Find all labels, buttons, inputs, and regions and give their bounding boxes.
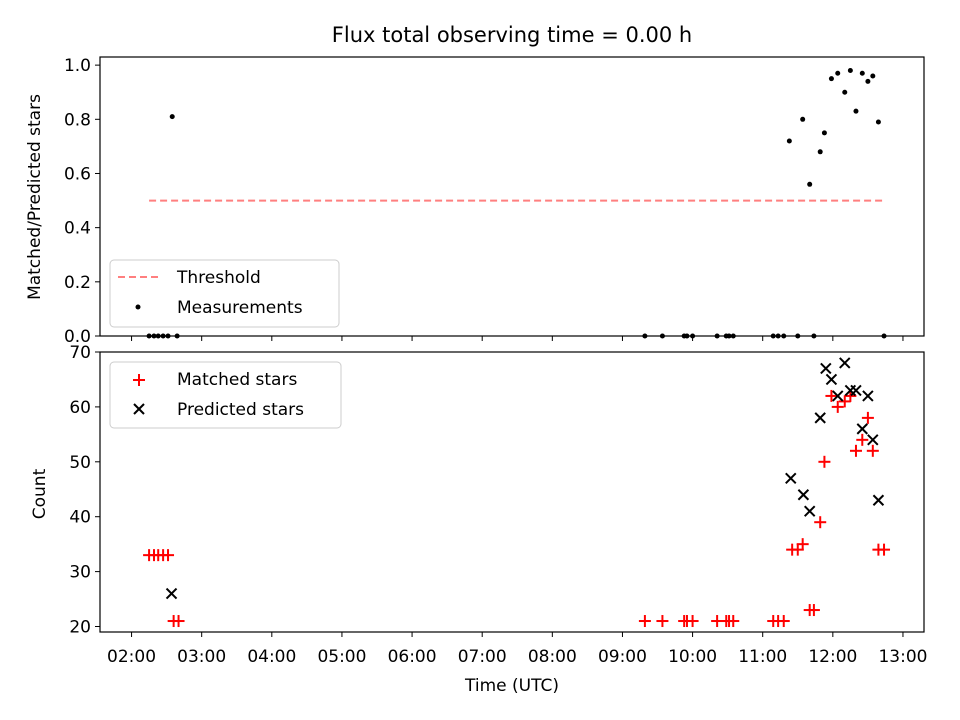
- matched-stars-point: [838, 395, 851, 408]
- threshold-legend-label: Threshold: [176, 268, 261, 288]
- count-panel-legend: Matched stars Predicted stars: [109, 361, 342, 429]
- matched-stars-point: [638, 615, 651, 628]
- figure-title: Flux total observing time = 0.00 h: [332, 23, 692, 47]
- predicted-stars-point: [850, 384, 862, 397]
- matched-stars-point: [796, 538, 809, 551]
- ratio-ytick-label: 0.6: [64, 164, 91, 184]
- matched-stars-point: [831, 400, 844, 413]
- count-ytick-label: 40: [69, 508, 91, 528]
- measurements-point: [875, 119, 881, 125]
- measurements-point: [865, 78, 871, 84]
- measurements-point: [870, 73, 876, 79]
- x-tick-label: 03:00: [177, 647, 226, 667]
- ratio-panel-ticks: 0.0 0.2 0.4 0.6 0.8 1.0: [64, 56, 904, 347]
- predicted-stars-point: [785, 472, 797, 484]
- count-legend-box: [109, 361, 342, 429]
- measurements-point: [828, 76, 834, 82]
- predicted-stars-point: [825, 373, 838, 386]
- predicted-stars-legend-swatch: [133, 403, 145, 415]
- ratio-ytick-label: 1.0: [64, 56, 91, 76]
- predicted-stars-point: [797, 489, 810, 501]
- x-tick-label: 02:00: [107, 647, 156, 667]
- measurements-point: [786, 138, 792, 144]
- x-tick-label: 08:00: [528, 647, 577, 667]
- matched-stars-point: [727, 615, 740, 628]
- predicted-stars-point: [165, 587, 178, 600]
- x-tick-label: 10:00: [668, 647, 717, 667]
- predicted-stars-point: [856, 423, 868, 435]
- count-ytick-label: 50: [69, 453, 91, 473]
- x-tick-label: 11:00: [738, 647, 787, 667]
- measurements-point: [800, 116, 806, 122]
- predicted-stars-point: [872, 494, 885, 506]
- predicted-stars-legend-label: Predicted stars: [177, 400, 304, 420]
- matched-stars-point: [849, 444, 862, 457]
- ratio-legend-box: [109, 259, 340, 328]
- predicted-stars-point: [820, 362, 832, 375]
- measurements-point: [817, 149, 823, 155]
- time-axis: 02:00 03:00 04:00 05:00 06:00 07:00 08:00 09:00…: [107, 647, 927, 667]
- x-tick-label: 07:00: [458, 647, 507, 667]
- matched-stars-legend-swatch: [133, 374, 145, 386]
- ratio-panel-frame: [99, 56, 925, 337]
- predicted-stars-point: [839, 357, 851, 369]
- matched-stars-point: [686, 615, 699, 628]
- matched-stars-point: [866, 444, 879, 457]
- ratio-ytick-label: 0.4: [64, 219, 91, 239]
- x-tick-label: 05:00: [317, 647, 366, 667]
- matched-stars-legend-label: Matched stars: [177, 370, 297, 390]
- count-ytick-label: 30: [69, 563, 91, 583]
- measurements-point: [807, 181, 813, 187]
- count-panel-frame: [99, 351, 925, 633]
- measurements-point: [847, 68, 853, 74]
- measurements-point: [842, 89, 848, 95]
- predicted-stars-point: [867, 434, 879, 446]
- x-tick-label: 06:00: [388, 647, 437, 667]
- x-tick-label: 04:00: [247, 647, 296, 667]
- count-panel-ticks: 20 30 40 50 60 70: [69, 343, 904, 638]
- matched-stars-point: [656, 615, 669, 628]
- matched-stars-point: [878, 543, 891, 556]
- predicted-stars-point: [803, 505, 816, 517]
- measurements-point: [859, 70, 865, 76]
- count-ytick-label: 70: [69, 343, 91, 363]
- matched-stars-point: [825, 389, 838, 402]
- measurements-point: [853, 108, 859, 114]
- x-axis-label: Time (UTC): [464, 676, 559, 696]
- measurements-legend-label: Measurements: [177, 298, 303, 318]
- ratio-panel-ylabel: Matched/Predicted stars: [25, 94, 45, 300]
- matched-stars-point: [856, 433, 869, 446]
- matched-stars-point: [818, 455, 831, 468]
- ratio-ytick-label: 0.0: [64, 327, 91, 347]
- x-tick-label: 13:00: [878, 647, 927, 667]
- ratio-ytick-label: 0.8: [64, 110, 91, 130]
- measurements-point: [821, 130, 827, 136]
- matched-stars-point: [172, 615, 185, 628]
- count-panel: 20 30 40 50 60 70 Count Matched stars Predict…: [30, 343, 925, 638]
- predicted-stars-point: [814, 412, 826, 424]
- ratio-panel-legend: Threshold Measurements: [109, 259, 340, 328]
- matched-stars-point: [844, 389, 857, 402]
- x-tick-label: 09:00: [598, 647, 647, 667]
- matched-stars-point: [807, 604, 820, 617]
- count-ytick-label: 20: [69, 618, 91, 638]
- count-ytick-label: 60: [69, 398, 91, 418]
- measurements-point: [835, 70, 841, 76]
- matched-stars-point: [861, 411, 874, 424]
- ratio-panel: 0.0 0.2 0.4 0.6 0.8 1.0 Matched/Predicted sta…: [25, 56, 925, 347]
- count-panel-data: [143, 357, 891, 628]
- matched-stars-point: [814, 516, 827, 529]
- measurements-legend-swatch: [135, 304, 141, 310]
- matched-stars-point: [777, 615, 790, 628]
- predicted-stars-point: [862, 390, 874, 402]
- x-tick-label: 12:00: [808, 647, 857, 667]
- ratio-ytick-label: 0.2: [64, 273, 91, 293]
- count-panel-ylabel: Count: [30, 468, 50, 519]
- measurements-point: [169, 114, 175, 120]
- predicted-stars-point: [832, 390, 844, 402]
- matched-stars-point: [162, 549, 175, 562]
